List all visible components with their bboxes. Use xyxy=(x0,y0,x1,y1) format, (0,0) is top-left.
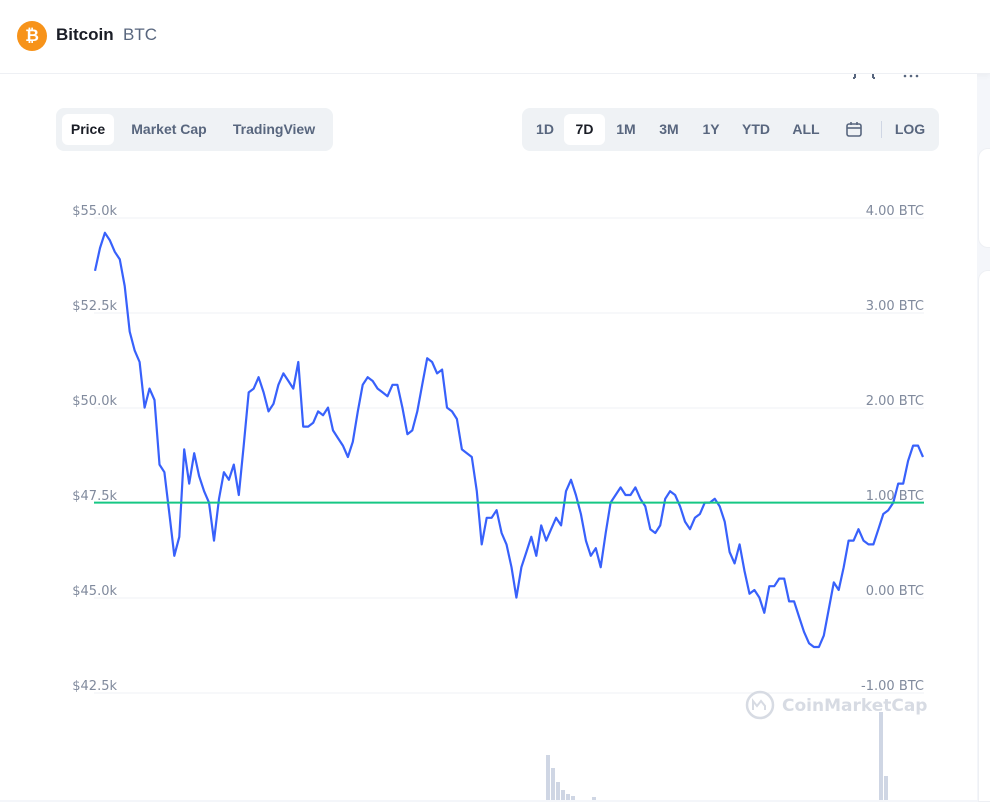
watermark-text: CoinMarketCap xyxy=(782,696,927,716)
y-tick-label-right: 3.00 BTC xyxy=(866,299,924,314)
volume-bar xyxy=(879,712,883,800)
coin-header: ₿ Bitcoin BTC xyxy=(0,0,990,74)
y-tick-label-left: $47.5k xyxy=(72,489,117,504)
bitcoin-logo-icon: ₿ xyxy=(17,21,47,51)
range-1d[interactable]: 1D xyxy=(536,121,554,137)
y-tick-label-right: 0.00 BTC xyxy=(866,584,924,599)
y-tick-label-left: $42.5k xyxy=(72,679,117,694)
volume-bar xyxy=(592,797,596,800)
coin-symbol: BTC xyxy=(123,25,157,44)
y-tick-label-left: $45.0k xyxy=(72,584,117,599)
volume-bar xyxy=(571,796,575,800)
price-line xyxy=(93,231,925,649)
range-1y[interactable]: 1Y xyxy=(702,121,720,137)
range-3m[interactable]: 3M xyxy=(659,121,679,137)
range-1m[interactable]: 1M xyxy=(616,121,636,137)
coin-name: Bitcoin xyxy=(56,25,114,44)
volume-bar xyxy=(561,790,565,800)
divider xyxy=(881,121,882,138)
y-tick-label-right: 2.00 BTC xyxy=(866,394,924,409)
chart-type-tabs: Price Market Cap TradingView xyxy=(56,108,333,151)
tab-price[interactable]: Price xyxy=(62,114,114,145)
volume-bar xyxy=(884,776,888,800)
y-tick-label-right: 4.00 BTC xyxy=(866,204,924,219)
watermark: CoinMarketCap xyxy=(745,690,927,720)
volume-bar xyxy=(546,755,550,800)
range-7d[interactable]: 7D xyxy=(564,114,605,145)
y-tick-label-left: $55.0k xyxy=(72,204,117,219)
chart-card xyxy=(0,74,977,800)
volume-bar xyxy=(566,794,570,800)
y-tick-label-left: $52.5k xyxy=(72,299,117,314)
volume-bar xyxy=(556,782,560,800)
y-tick-label-left: $50.0k xyxy=(72,394,117,409)
range-all[interactable]: ALL xyxy=(792,121,820,137)
tab-tradingview[interactable]: TradingView xyxy=(232,121,316,137)
y-tick-label-right: -1.00 BTC xyxy=(861,679,924,694)
volume-bar xyxy=(551,768,555,800)
tab-market-cap[interactable]: Market Cap xyxy=(131,121,207,137)
range-ytd[interactable]: YTD xyxy=(742,121,770,137)
time-range-tabs: 1D 7D 1M 3M 1Y YTD ALL LOG xyxy=(522,108,939,151)
log-toggle[interactable]: LOG xyxy=(894,121,926,137)
fullscreen-icon[interactable] xyxy=(853,74,923,84)
calendar-icon[interactable] xyxy=(846,122,862,137)
side-panel xyxy=(978,148,990,248)
